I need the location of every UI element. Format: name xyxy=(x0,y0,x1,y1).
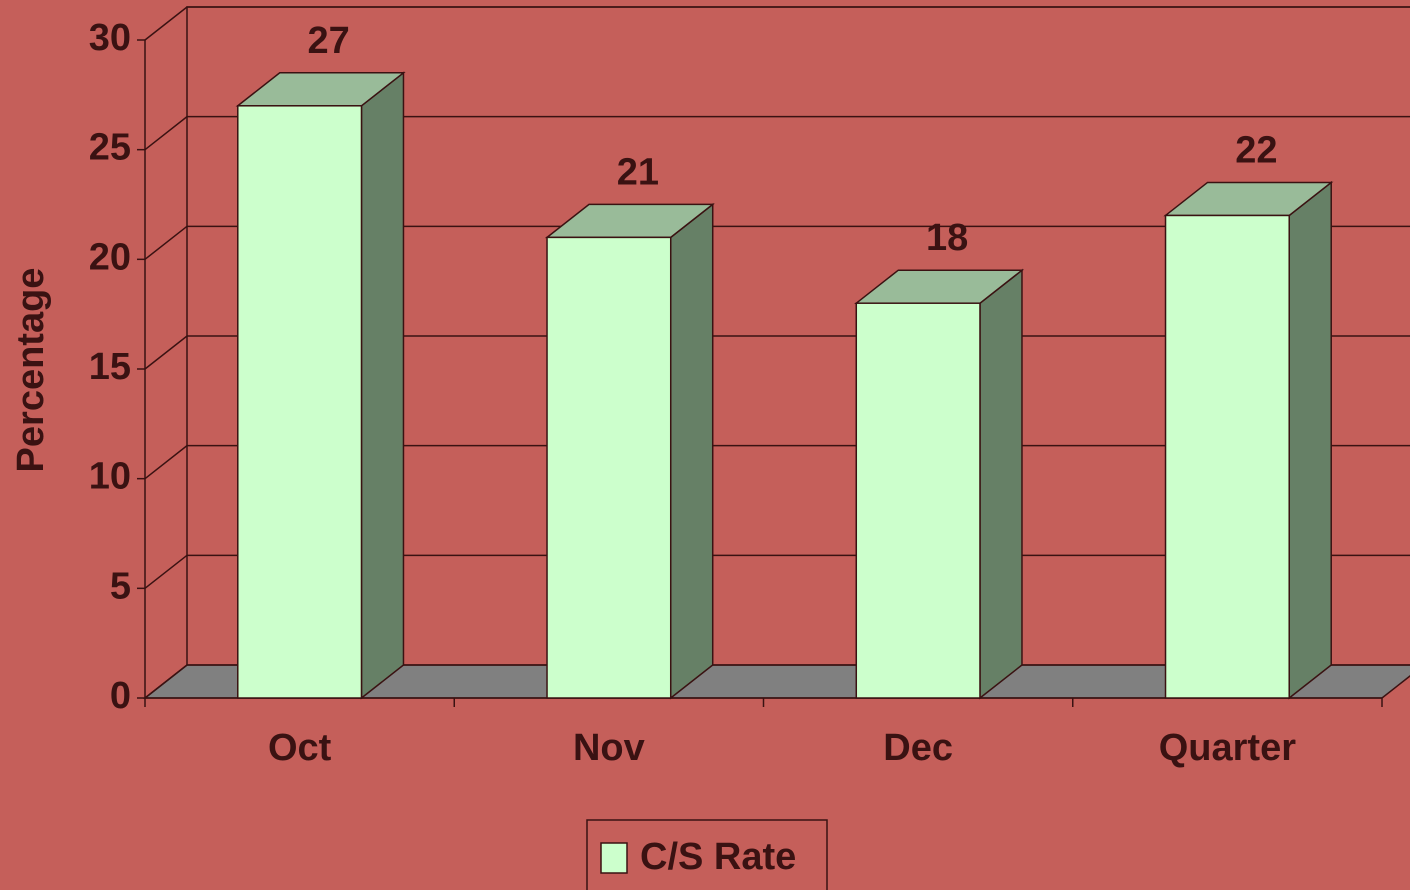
data-label: 21 xyxy=(617,151,659,193)
legend-box xyxy=(586,819,828,890)
bar-side xyxy=(669,202,714,700)
y-tick-label: 25 xyxy=(89,127,131,169)
bar xyxy=(1164,214,1290,699)
legend-label: C/S Rate xyxy=(640,836,796,878)
y-tick-label: 0 xyxy=(110,675,131,717)
data-label: 18 xyxy=(926,217,968,259)
bar xyxy=(237,105,363,699)
x-tick-label: Quarter xyxy=(1159,727,1296,769)
bar xyxy=(546,236,672,699)
grid-line xyxy=(144,115,1410,151)
bar-side xyxy=(979,268,1023,700)
data-label: 27 xyxy=(307,20,349,62)
y-tick-label: 15 xyxy=(89,346,131,388)
grid-line xyxy=(144,225,1410,260)
bar-side xyxy=(360,71,405,700)
legend-swatch xyxy=(600,842,628,874)
y-tick-label: 10 xyxy=(89,456,131,498)
y-axis-label: Percentage xyxy=(10,268,52,473)
bar xyxy=(855,302,981,699)
grid-line xyxy=(144,6,1410,41)
x-tick-label: Dec xyxy=(883,727,953,769)
x-tick-label: Oct xyxy=(268,727,332,769)
x-tick-label: Nov xyxy=(573,727,645,769)
y-tick-label: 30 xyxy=(89,17,131,59)
bar-side xyxy=(1288,180,1332,700)
data-label: 22 xyxy=(1235,129,1277,171)
y-tick-label: 5 xyxy=(110,565,131,607)
y-tick-label: 20 xyxy=(89,236,131,278)
